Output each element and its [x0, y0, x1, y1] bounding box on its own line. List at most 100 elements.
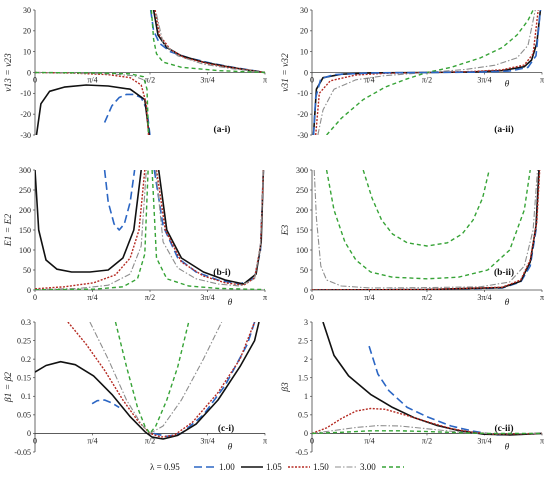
series-line-1-50	[35, 170, 147, 290]
x-tick-label: π/4	[364, 76, 374, 85]
y-tick-label: 20	[300, 27, 308, 36]
series-line-0-95	[312, 10, 542, 135]
series-line-3-00	[151, 170, 265, 290]
y-tick-label: 150	[296, 226, 308, 235]
y-tick-label: 300	[296, 166, 308, 175]
y-tick-label: 0.25	[17, 336, 31, 345]
x-tick-label: 3π/4	[477, 293, 491, 302]
y-tick-label: 300	[19, 166, 31, 175]
panel-b-ii: 300 250 200 150 100 50 00 π/4 π/2 3π/4 π E3 θ (b-ii)	[281, 166, 544, 308]
y-tick-label: -0.05	[14, 448, 31, 457]
x-axis-label: θ	[228, 298, 233, 308]
x-tick-label: 0	[310, 436, 314, 445]
y-tick-label: 200	[19, 206, 31, 215]
legend-label: 1.00	[219, 462, 235, 472]
series-line-3-00	[114, 322, 190, 435]
y-tick-label: 0.05	[17, 411, 31, 420]
x-tick-label: π/2	[422, 293, 432, 302]
series-line-0-95	[103, 93, 151, 135]
x-tick-label: 0	[33, 293, 37, 302]
x-tick-label: π	[540, 436, 544, 445]
y-axis-label: β3	[281, 382, 291, 393]
series-line-3-00	[35, 71, 150, 135]
y-tick-label: -0.5	[295, 448, 308, 457]
x-tick-label: π/4	[364, 293, 374, 302]
x-tick-label: π/4	[87, 76, 97, 85]
x-tick-label: π/2	[145, 436, 155, 445]
series-line-0-95	[368, 345, 542, 436]
x-tick-label: π	[540, 293, 544, 302]
y-tick-label: 1.5	[298, 374, 308, 383]
panel-b-i: 300 250 200 150 100 50 00 π/4 π/2 3π/4 π E1 = E2 θ (b…	[4, 166, 267, 308]
y-tick-label: 30	[300, 6, 308, 15]
legend-label: 1.50	[313, 462, 329, 472]
y-axis-label: E1 = E2	[4, 214, 14, 248]
x-tick-label: 0	[310, 76, 314, 85]
y-tick-label: -20	[20, 110, 31, 119]
x-tick-label: π	[263, 293, 267, 302]
y-tick-label: 100	[296, 246, 308, 255]
series-line-0-95	[153, 322, 256, 438]
y-tick-label: 0.5	[298, 411, 308, 420]
series-line-1-50	[155, 170, 264, 287]
series-line-3-00	[325, 170, 531, 280]
y-tick-label: 0.15	[17, 374, 31, 383]
panel-label: (a-i)	[214, 124, 231, 135]
y-tick-label: 200	[296, 206, 308, 215]
x-axis-label: θ	[228, 442, 233, 452]
series-line-1-00	[157, 170, 265, 285]
series-line-1-50	[35, 71, 144, 81]
legend: λ = 0.95 1.00 1.05 1.50 3.00	[150, 462, 404, 472]
x-tick-label: π	[263, 76, 267, 85]
x-tick-label: π	[540, 76, 544, 85]
y-axis-label: ν31 = ν32	[281, 53, 291, 92]
x-axis-label: θ	[505, 442, 510, 452]
y-tick-label: 1	[304, 392, 308, 401]
y-axis-label: β1 = β2	[4, 372, 14, 403]
y-tick-label: 100	[19, 246, 31, 255]
y-tick-label: 0	[304, 68, 308, 77]
y-tick-label: -10	[20, 89, 31, 98]
panel-c-i: 0.30.250.20.150.10.050-0.050 π/4 π/2 3π/4 πβ…	[4, 318, 267, 457]
y-tick-label: 0.1	[21, 392, 31, 401]
series-line-1-50	[317, 10, 536, 135]
x-tick-label: 0	[310, 293, 314, 302]
series-line-3-00	[150, 10, 265, 74]
panel-label: (c-ii)	[495, 423, 514, 434]
x-axis-label: θ	[505, 298, 510, 308]
x-tick-label: π/2	[422, 76, 432, 85]
y-tick-label: 10	[300, 47, 308, 56]
x-tick-label: π/2	[422, 436, 432, 445]
x-tick-label: 3π/4	[477, 76, 491, 85]
y-tick-label: 0	[304, 429, 308, 438]
legend-label: 3.00	[360, 462, 376, 472]
x-axis-label: θ	[505, 80, 510, 90]
series-line-1-50	[155, 14, 265, 74]
series-line-0-95	[103, 170, 136, 231]
y-tick-label: 10	[23, 47, 31, 56]
panel-label: (a-ii)	[494, 124, 514, 135]
y-tick-label: 0	[27, 286, 31, 295]
y-tick-label: 0.2	[21, 355, 31, 364]
x-tick-label: 3π/4	[200, 76, 214, 85]
x-tick-label: 3π/4	[477, 436, 491, 445]
x-tick-label: 0	[33, 76, 37, 85]
y-tick-label: -30	[297, 131, 308, 140]
series-line-1-00	[35, 84, 150, 135]
panel-label: (c-i)	[218, 423, 234, 434]
y-tick-label: 0	[27, 429, 31, 438]
x-tick-label: 0	[33, 436, 37, 445]
series-line-0-95	[91, 399, 120, 409]
panel-label: (b-i)	[213, 267, 230, 278]
series-line-1-05	[312, 170, 541, 290]
series-line-1-05	[154, 10, 265, 74]
y-tick-label: 0	[304, 286, 308, 295]
y-tick-label: -30	[20, 131, 31, 140]
y-tick-label: 0.3	[21, 318, 31, 327]
y-axis-label: E3	[281, 224, 291, 236]
x-tick-label: π/2	[145, 293, 155, 302]
x-tick-label: π/4	[364, 436, 374, 445]
